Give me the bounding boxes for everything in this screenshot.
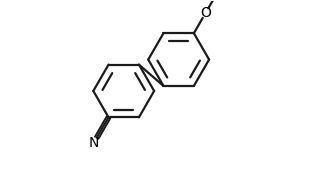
Text: N: N <box>88 136 99 150</box>
Text: O: O <box>200 6 211 20</box>
